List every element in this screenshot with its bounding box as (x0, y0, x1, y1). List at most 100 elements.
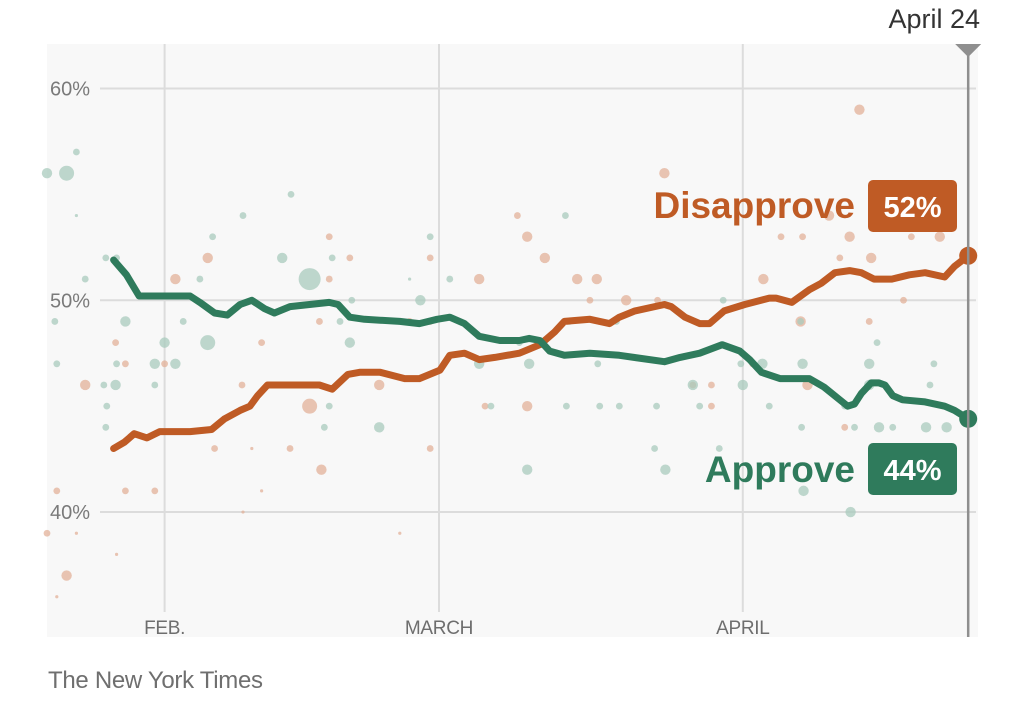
axis-ticks: 60% 50% 40% FEB. MARCH APRIL (50, 78, 770, 639)
poll-dot-disapprove (325, 233, 333, 241)
value-badge-disapprove (868, 180, 957, 232)
poll-dot-approve (563, 402, 570, 410)
poll-dot-approve (159, 337, 170, 348)
poll-dot-approve (336, 318, 344, 325)
poll-dot-approve (930, 360, 938, 368)
poll-dot-approve (594, 360, 602, 368)
current-date-label: April 24 (888, 4, 980, 34)
poll-dot-approve (103, 402, 111, 410)
poll-dot-approve (325, 402, 333, 410)
poll-dot-approve (845, 506, 856, 518)
poll-dot-approve (277, 252, 288, 264)
poll-dot-disapprove (907, 233, 915, 241)
poll-dot-approve (81, 275, 89, 283)
poll-dot-disapprove (854, 104, 865, 115)
poll-dot-approve (74, 213, 78, 218)
poll-dot-disapprove (55, 595, 59, 599)
poll-dot-disapprove (865, 318, 873, 325)
poll-dot-disapprove (241, 510, 245, 514)
poll-dot-approve (653, 402, 660, 410)
poll-dot-disapprove (777, 233, 785, 241)
poll-dot-approve (209, 233, 217, 241)
poll-dot-approve (873, 422, 885, 433)
current-date-triangle-icon (955, 44, 982, 57)
poll-dot-approve (328, 254, 336, 262)
poll-dot-approve (100, 381, 108, 389)
poll-dot-approve (651, 445, 658, 452)
poll-dot-disapprove (522, 400, 533, 412)
poll-dot-approve (487, 402, 495, 410)
poll-dot-approve (102, 423, 110, 431)
poll-dot-approve (170, 358, 181, 369)
y-tick-label: 50% (50, 290, 90, 312)
poll-dot-approve (120, 316, 131, 327)
poll-dot-disapprove (260, 489, 264, 493)
poll-dot-approve (239, 212, 247, 219)
poll-dot-approve (110, 379, 121, 391)
poll-dot-disapprove (900, 296, 907, 304)
poll-dot-disapprove (286, 445, 294, 452)
poll-dot-disapprove (481, 402, 489, 410)
poll-dot-approve (348, 296, 356, 304)
poll-dot-approve (873, 339, 881, 347)
poll-dot-disapprove (202, 252, 213, 264)
y-tick-label: 40% (50, 502, 90, 524)
poll-dot-approve (687, 379, 699, 391)
poll-dot-disapprove (74, 531, 78, 535)
poll-dot-approve (446, 275, 454, 283)
poll-dot-approve (920, 422, 932, 433)
poll-dot-disapprove (170, 273, 181, 285)
poll-dot-approve (200, 335, 216, 351)
trend-line-disapprove (110, 252, 972, 452)
poll-dot-approve (59, 165, 75, 181)
x-tick-label: FEB. (144, 618, 185, 639)
poll-dot-approve (719, 296, 727, 304)
poll-dot-approve (73, 148, 80, 156)
poll-dot-disapprove (591, 273, 602, 285)
poll-dot-approve (765, 402, 773, 410)
poll-dot-approve (889, 423, 897, 431)
poll-dot-disapprove (934, 231, 945, 242)
poll-dot-approve (298, 268, 321, 291)
series-labels: Disapprove 52% Approve 44% (653, 180, 957, 495)
poll-dot-approve (522, 464, 533, 475)
poll-dot-disapprove (586, 296, 594, 304)
poll-dot-disapprove (426, 254, 434, 262)
poll-dot-disapprove (211, 445, 218, 452)
poll-dot-approve (523, 358, 535, 369)
poll-dot-disapprove (522, 231, 533, 242)
value-badge-text-disapprove: 52% (883, 192, 941, 224)
poll-dot-approve (797, 358, 808, 369)
trend-line-approve (110, 256, 972, 423)
poll-dot-approve (562, 212, 569, 219)
poll-dot-approve (851, 423, 858, 431)
poll-dot-approve (941, 422, 952, 433)
poll-dot-disapprove (758, 273, 769, 285)
poll-dot-disapprove (114, 552, 119, 557)
poll-dot-disapprove (80, 379, 91, 391)
poll-dot-disapprove (514, 212, 521, 219)
poll-dot-disapprove (43, 529, 51, 537)
poll-dot-approve (798, 423, 805, 431)
poll-dot-disapprove (823, 210, 835, 221)
current-date-marker: April 24 (888, 4, 982, 637)
poll-dot-approve (696, 402, 704, 410)
poll-dot-approve (737, 360, 745, 368)
poll-dot-approve (196, 275, 204, 283)
poll-dot-disapprove (426, 445, 434, 452)
poll-dot-approve (113, 360, 120, 368)
poll-dot-approve (737, 379, 748, 391)
value-badge-approve (868, 443, 957, 495)
poll-dot-disapprove (316, 464, 327, 475)
poll-dot-approve (149, 358, 160, 369)
poll-dot-disapprove (473, 273, 485, 285)
y-tick-label: 60% (50, 78, 90, 100)
x-tick-label: APRIL (716, 618, 769, 639)
poll-dot-approve (660, 464, 671, 475)
poll-dot-approve (53, 360, 61, 368)
poll-dot-approve (596, 402, 604, 410)
poll-dot-disapprove (53, 487, 61, 495)
poll-dot-disapprove (374, 379, 385, 391)
poll-dot-approve (151, 381, 159, 389)
poll-dot-approve (41, 167, 53, 179)
